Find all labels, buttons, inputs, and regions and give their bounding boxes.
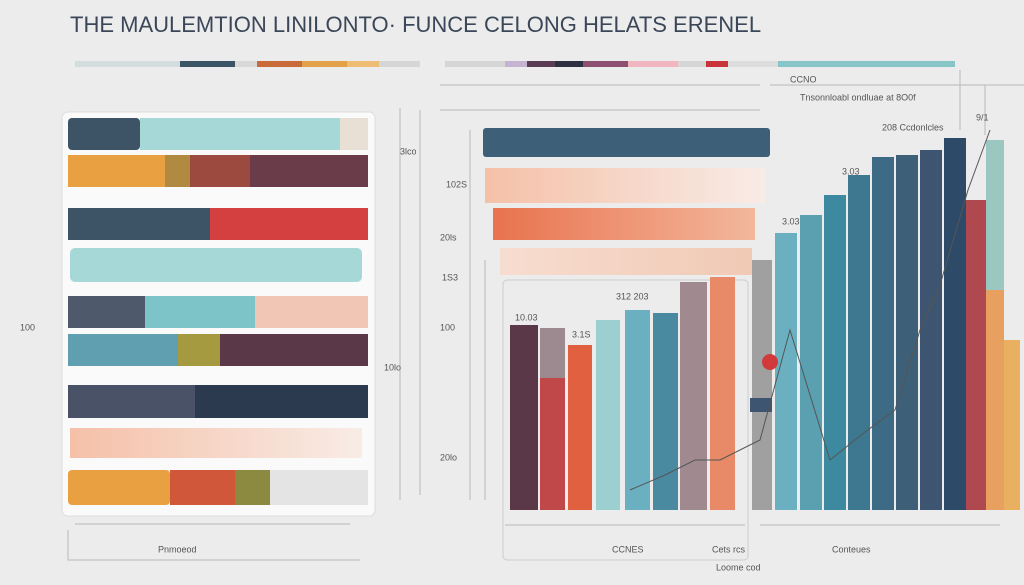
label: 20ls: [440, 232, 457, 242]
label: Tnsonnloabl ondluae at 8O0f: [800, 92, 916, 102]
label: 100: [440, 322, 455, 332]
color-strip: [75, 61, 955, 67]
label: 10lo: [384, 362, 401, 372]
label: 312 203: [616, 291, 649, 301]
right-panel: [629, 70, 1024, 526]
label: 9/1: [976, 112, 989, 122]
label: 100: [20, 322, 35, 332]
label: 20lo: [440, 452, 457, 462]
label: 1S3: [442, 272, 458, 282]
label: Cets rcs: [712, 544, 746, 554]
label: 3.1S: [572, 329, 591, 339]
label: Loome cod: [716, 562, 761, 572]
left-panel: [61, 108, 421, 561]
label: 102S: [446, 179, 467, 189]
label: CCNO: [790, 74, 817, 84]
label: 208 Ccdonlcles: [882, 122, 944, 132]
label: 10.03: [515, 312, 538, 322]
label: 3.03: [842, 166, 860, 176]
middle-panel: [440, 84, 770, 561]
label: Conteues: [832, 544, 871, 554]
label: 3.03: [782, 216, 800, 226]
label: CCNES: [612, 544, 644, 554]
label: 3lco: [400, 146, 417, 156]
title: THE MAULEMTION LINILONTO· FUNCE CELONG H…: [70, 12, 761, 37]
label: Pnmoeod: [158, 544, 197, 554]
labels: 100 Pnmoeod CCNES Cets rcs Conteues Loom…: [20, 74, 989, 572]
